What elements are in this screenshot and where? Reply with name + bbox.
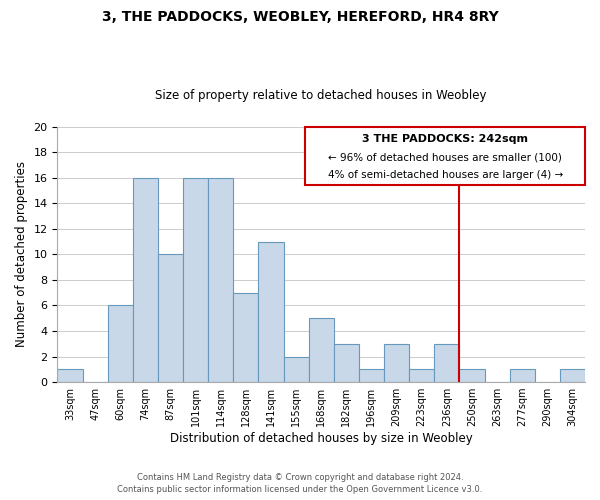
Bar [560, 370, 585, 382]
Y-axis label: Number of detached properties: Number of detached properties [15, 162, 28, 348]
Text: Contains HM Land Registry data © Crown copyright and database right 2024.: Contains HM Land Registry data © Crown c… [137, 473, 463, 482]
FancyBboxPatch shape [305, 127, 585, 186]
Text: 3, THE PADDOCKS, WEOBLEY, HEREFORD, HR4 8RY: 3, THE PADDOCKS, WEOBLEY, HEREFORD, HR4 … [101, 10, 499, 24]
Text: Contains public sector information licensed under the Open Government Licence v3: Contains public sector information licen… [118, 486, 482, 494]
Bar [409, 370, 434, 382]
Text: 4% of semi-detached houses are larger (4) →: 4% of semi-detached houses are larger (4… [328, 170, 563, 180]
X-axis label: Distribution of detached houses by size in Weobley: Distribution of detached houses by size … [170, 432, 473, 445]
Bar [208, 178, 233, 382]
Bar [460, 370, 485, 382]
Bar [308, 318, 334, 382]
Bar [107, 306, 133, 382]
Bar [284, 356, 308, 382]
Bar [334, 344, 359, 382]
Bar [259, 242, 284, 382]
Bar [183, 178, 208, 382]
Bar [434, 344, 460, 382]
Bar [133, 178, 158, 382]
Bar [233, 292, 259, 382]
Title: Size of property relative to detached houses in Weobley: Size of property relative to detached ho… [155, 89, 487, 102]
Bar [158, 254, 183, 382]
Bar [58, 370, 83, 382]
Bar [359, 370, 384, 382]
Bar [384, 344, 409, 382]
Bar [509, 370, 535, 382]
Text: 3 THE PADDOCKS: 242sqm: 3 THE PADDOCKS: 242sqm [362, 134, 528, 144]
Text: ← 96% of detached houses are smaller (100): ← 96% of detached houses are smaller (10… [328, 152, 562, 162]
